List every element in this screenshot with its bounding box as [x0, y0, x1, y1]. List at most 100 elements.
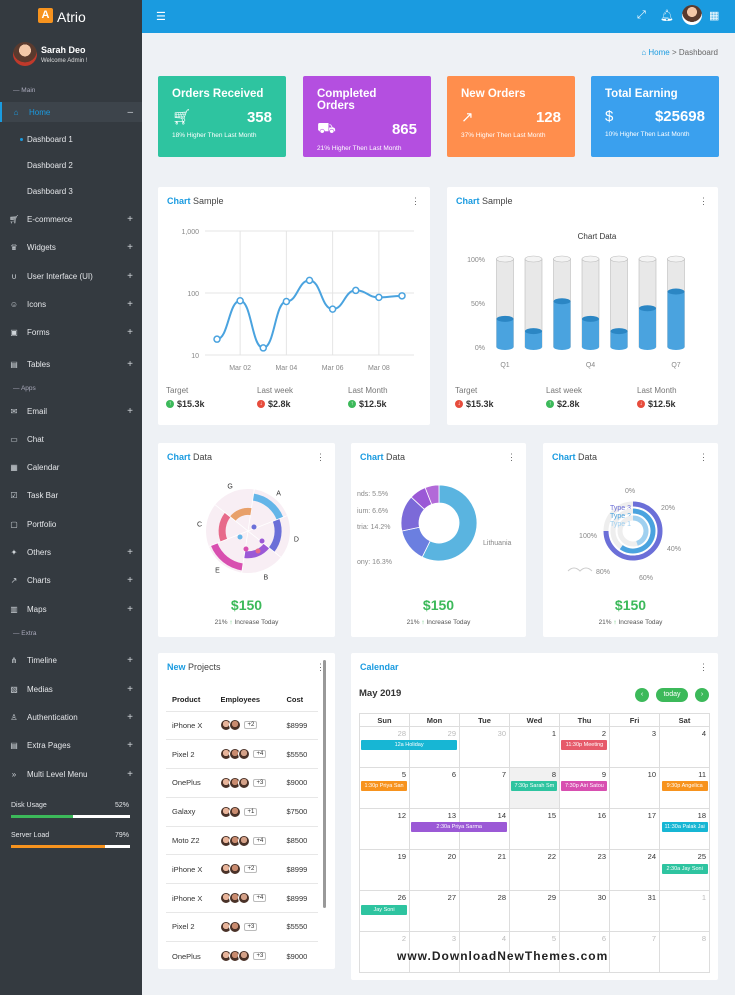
calendar-day[interactable]: 4 [659, 726, 710, 768]
calendar-event[interactable]: 9:30p Angelica [661, 781, 708, 792]
table-row[interactable]: Galaxy +1 $7500 [166, 796, 318, 827]
calendar-event[interactable]: 2:30a Priya Sarma [411, 822, 508, 833]
sidebar-item-tables[interactable]: ▤ Tables + [0, 354, 142, 374]
calendar-day[interactable]: 6 [409, 767, 460, 809]
table-row[interactable]: iPhone X +2 $8999 [166, 854, 318, 884]
sidebar-item-timeline[interactable]: ⋔ Timeline + [0, 650, 142, 670]
table-row[interactable]: iPhone X +2 $8999 [166, 710, 318, 740]
card-menu-icon[interactable]: ⋮ [507, 452, 516, 462]
user-profile[interactable]: Sarah Deo Welcome Admin ! [13, 42, 88, 66]
calendar-day[interactable]: 7 [609, 931, 660, 973]
y-tick-label: 100% [467, 257, 485, 264]
calendar-day[interactable]: 21 [459, 849, 510, 891]
sidebar-item-chat[interactable]: ▭ Chat [0, 429, 142, 449]
sidebar-item-user-interface-ui[interactable]: ∪ User Interface (UI) + [0, 266, 142, 286]
table-row[interactable]: OnePlus +3 $9000 [166, 940, 318, 969]
breadcrumb-separator: > [671, 48, 677, 57]
fullscreen-icon[interactable]: ⤢ [637, 9, 646, 21]
sidebar-item-multi-level-menu[interactable]: » Multi Level Menu + [0, 764, 142, 784]
product-cell: iPhone X [166, 883, 215, 913]
bell-icon[interactable]: 🔔︎ [660, 10, 674, 22]
stat-card-total-earning[interactable]: Total Earning $ $25698 10% Higher Then Last… [591, 76, 719, 157]
sidebar-item-others[interactable]: ✦ Others + [0, 542, 142, 562]
table-row[interactable]: Pixel 2 +3 $5550 [166, 912, 318, 942]
table-row[interactable]: Moto Z2 +4 $8500 [166, 825, 318, 855]
stat-card-new-orders[interactable]: New Orders ↗ 128 37% Higher Then Last Month [447, 76, 575, 157]
radial-series-label: Type 1 [610, 521, 631, 528]
calendar-day[interactable]: 3 [609, 726, 660, 768]
calendar-day[interactable]: 20 [409, 849, 460, 891]
sidebar-subitem-dashboard-3[interactable]: Dashboard 3 [27, 187, 73, 196]
menu-toggle-icon[interactable]: ☰ [156, 11, 166, 23]
sidebar-subitem-dashboard-1[interactable]: Dashboard 1 [20, 135, 73, 144]
calendar-event[interactable]: 2:30a Jay Soni [661, 863, 708, 874]
sidebar-item-extra-pages[interactable]: ▤ Extra Pages + [0, 735, 142, 755]
calendar-event[interactable]: 11:30a Palak Jai [661, 822, 708, 833]
logo[interactable]: A Atrio [0, 0, 142, 33]
calendar-day[interactable]: 27 [409, 890, 460, 932]
sidebar-item-task-bar[interactable]: ☑ Task Bar [0, 485, 142, 505]
calendar-day[interactable]: 22 [509, 849, 560, 891]
sidebar-item-medias[interactable]: ▧ Medias + [0, 679, 142, 699]
calendar-day[interactable]: 29 [509, 890, 560, 932]
calendar-event[interactable]: 7:30p Airi Satou [561, 781, 608, 792]
calendar-event[interactable]: 7:30p Sarah Sm [511, 781, 558, 792]
sidebar-item-calendar[interactable]: ▦ Calendar [0, 457, 142, 477]
apps-grid-icon[interactable]: ▦ [709, 10, 720, 22]
sidebar-item-charts[interactable]: ↗ Charts + [0, 570, 142, 590]
calendar-day[interactable]: 24 [609, 849, 660, 891]
sidebar-item-portfolio[interactable]: ▢ Portfolio [0, 514, 142, 534]
calendar-day[interactable]: 15 [509, 808, 560, 850]
card-menu-icon[interactable]: ⋮ [411, 196, 420, 206]
calendar-next-button[interactable]: › [695, 688, 709, 702]
table-row[interactable]: iPhone X +4 $8999 [166, 883, 318, 913]
watermark: www.DownloadNewThemes.com [397, 949, 609, 963]
calendar-event[interactable]: Jay Soni [361, 904, 408, 915]
calendar-event[interactable]: 11:30p Meeting [561, 740, 608, 750]
calendar-day[interactable]: 28 [459, 890, 510, 932]
card-menu-icon[interactable]: ⋮ [699, 196, 708, 206]
card-menu-icon[interactable]: ⋮ [699, 452, 708, 462]
calendar-day[interactable]: 30 [559, 890, 610, 932]
calendar-day[interactable]: 12 [359, 808, 410, 850]
sidebar-item-authentication[interactable]: ♙ Authentication + [0, 707, 142, 727]
card-menu-icon[interactable]: ⋮ [316, 662, 325, 672]
calendar-day[interactable]: 17 [609, 808, 660, 850]
calendar-event[interactable]: 12a Holiday [361, 740, 458, 750]
calendar-day[interactable]: 1 [659, 890, 710, 932]
table-row[interactable]: Pixel 2 +4 $5550 [166, 739, 318, 769]
sidebar-item-maps[interactable]: ▥ Maps + [0, 599, 142, 619]
calendar-day[interactable]: 16 [559, 808, 610, 850]
sidebar-item-email[interactable]: ✉ Email + [0, 401, 142, 421]
calendar-day[interactable]: 19 [359, 849, 410, 891]
sidebar-item-widgets[interactable]: ♛ Widgets + [0, 237, 142, 257]
sidebar-item-label: Icons [27, 299, 47, 309]
calendar-day[interactable]: 23 [559, 849, 610, 891]
calendar-day[interactable]: 1 [509, 726, 560, 768]
table-row[interactable]: OnePlus +3 $9000 [166, 768, 318, 798]
sidebar-item-forms[interactable]: ▣ Forms + [0, 322, 142, 342]
calendar-prev-button[interactable]: ‹ [635, 688, 649, 702]
stat-card-completed-orders[interactable]: Completed Orders ⛟ 865 21% Higher Then Last… [303, 76, 431, 157]
calendar-day[interactable]: 30 [459, 726, 510, 768]
calendar-event[interactable]: 1:30p Priya San [361, 781, 408, 792]
calendar-day[interactable]: 6 [559, 931, 610, 973]
projects-scrollbar[interactable] [323, 660, 326, 908]
calendar-day[interactable]: 31 [609, 890, 660, 932]
calendar-day[interactable]: 4 [459, 931, 510, 973]
calendar-today-button[interactable]: today [656, 688, 688, 702]
sidebar-item-icons[interactable]: ☺ Icons + [0, 294, 142, 314]
breadcrumb-home[interactable]: ⌂ Home [641, 48, 670, 57]
sidebar-item-e-commerce[interactable]: 🛒︎ E-commerce + [0, 209, 142, 229]
stat-card-orders-received[interactable]: Orders Received 🛒︎ 358 18% Higher Then Last… [158, 76, 286, 157]
calendar-day[interactable]: 3 [409, 931, 460, 973]
calendar-day[interactable]: 7 [459, 767, 510, 809]
calendar-day[interactable]: 8 [659, 931, 710, 973]
polar-label: C [197, 522, 202, 529]
sidebar-subitem-dashboard-2[interactable]: Dashboard 2 [27, 161, 73, 170]
sidebar-item-home[interactable]: ⌂ Home – [0, 102, 142, 122]
calendar-day[interactable]: 10 [609, 767, 660, 809]
card-menu-icon[interactable]: ⋮ [316, 452, 325, 462]
user-avatar[interactable] [682, 5, 702, 25]
card-menu-icon[interactable]: ⋮ [699, 662, 708, 672]
